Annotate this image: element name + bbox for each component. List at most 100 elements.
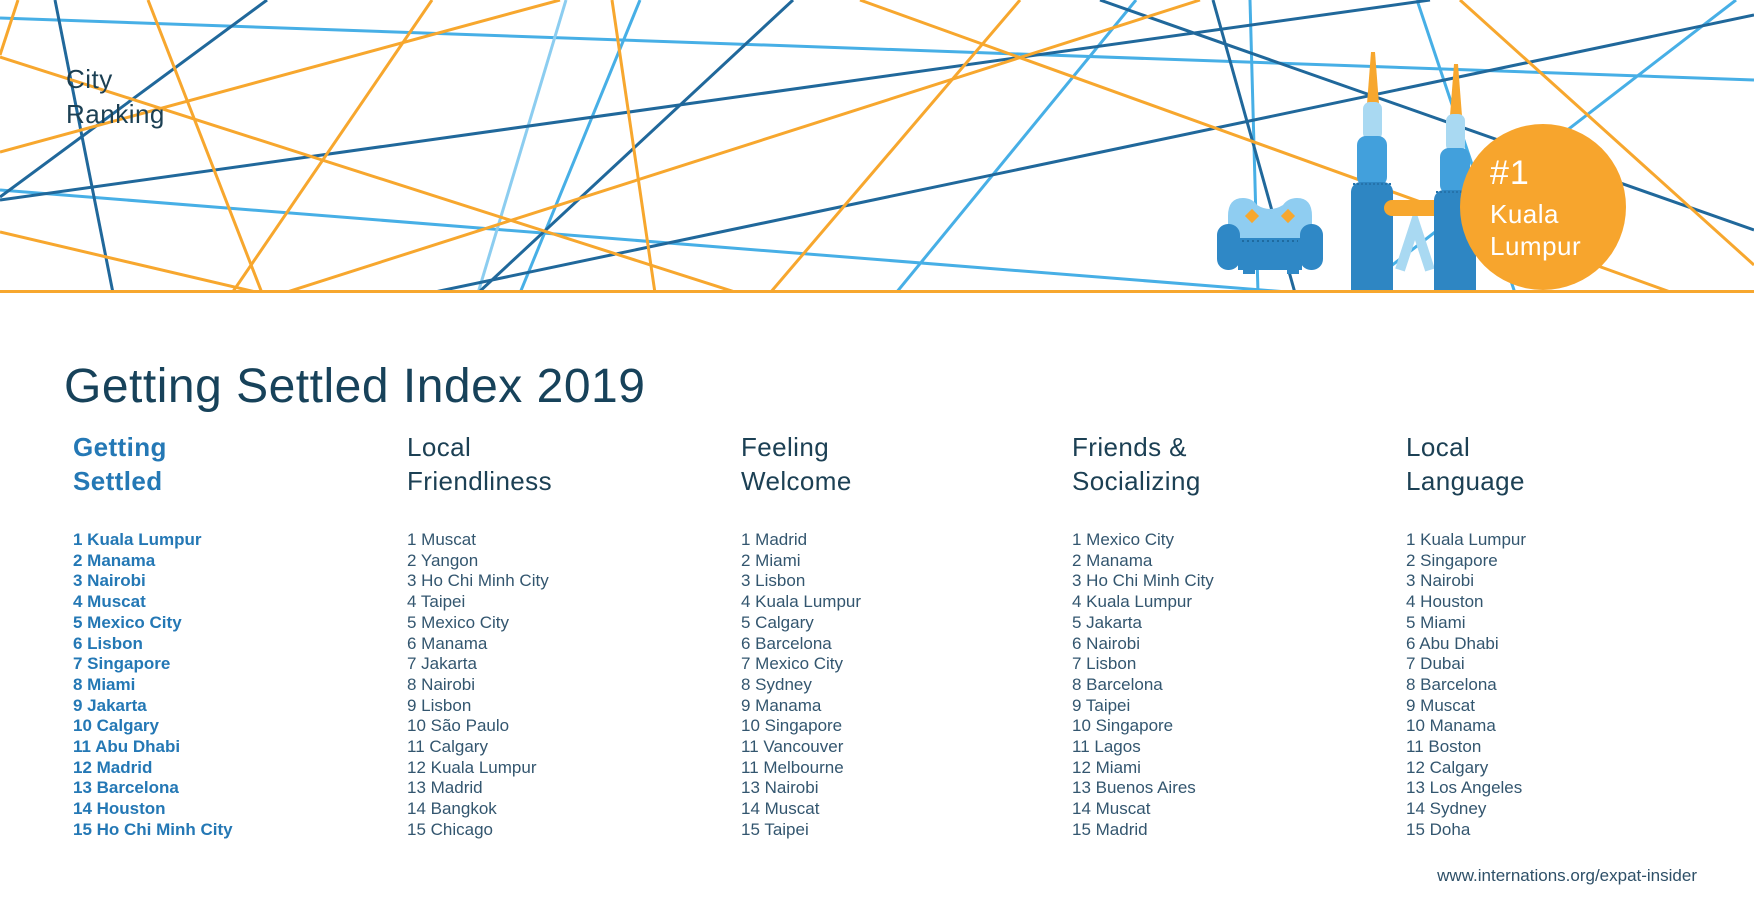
ranking-item: 12 Calgary <box>1406 757 1489 777</box>
ranking-item: 11 Melbourne <box>741 757 844 777</box>
ranking-item: 7 Jakarta <box>407 654 477 674</box>
ranking-item: 14 Muscat <box>741 799 820 819</box>
ranking-list: 1 Kuala Lumpur 2 Manama 3 Nairobi 4 Muscat 5… <box>73 530 233 841</box>
column-heading-line: Friendliness <box>407 466 552 496</box>
ranking-item: 6 Manama <box>407 633 488 653</box>
ranking-item: 4 Taipei <box>407 592 466 612</box>
ranking-column-2: Local Friendliness 1 Muscat 2 Yangon 3 Ho Ch… <box>407 430 552 841</box>
ranking-column-4: Friends & Socializing 1 Mexico City 2 Manam… <box>1072 430 1214 841</box>
ranking-item: 9 Manama <box>741 695 822 715</box>
ranking-item: 12 Miami <box>1072 757 1141 777</box>
ranking-item: 10 Calgary <box>73 716 159 736</box>
column-heading-line: Feeling <box>741 432 830 462</box>
column-heading-line: Getting <box>73 432 167 462</box>
ranking-item: 4 Muscat <box>73 592 146 612</box>
ranking-item: 14 Houston <box>73 799 166 819</box>
ranking-item: 13 Madrid <box>407 778 483 798</box>
ranking-item: 3 Lisbon <box>741 571 806 591</box>
column-heading-line: Settled <box>73 466 163 496</box>
ranking-item: 9 Lisbon <box>407 695 472 715</box>
ranking-item: 9 Jakarta <box>73 695 147 715</box>
brand-text: City Ranking <box>66 62 165 132</box>
ranking-item: 2 Miami <box>741 550 801 570</box>
ranking-item: 3 Nairobi <box>1406 571 1475 591</box>
petronas-towers-icon <box>1351 52 1476 290</box>
page-title: Getting Settled Index 2019 <box>64 360 646 414</box>
ranking-item: 9 Muscat <box>1406 695 1475 715</box>
ranking-item: 1 Kuala Lumpur <box>73 530 202 549</box>
ranking-item: 11 Lagos <box>1072 737 1141 757</box>
ranking-item: 8 Sydney <box>741 674 812 694</box>
ranking-item: 7 Singapore <box>73 654 171 674</box>
footer-url: www.internations.org/expat-insider <box>1437 866 1697 885</box>
ranking-item: 13 Los Angeles <box>1406 778 1523 798</box>
ranking-item: 11 Abu Dhabi <box>73 737 181 757</box>
ranking-list: 1 Muscat 2 Yangon 3 Ho Chi Minh City 4 Taip… <box>407 530 552 841</box>
ranking-item: 2 Yangon <box>407 550 479 570</box>
badge-city: Kuala Lumpur <box>1490 199 1582 261</box>
ranking-item: 8 Barcelona <box>1406 674 1497 694</box>
column-heading-line: Local <box>407 432 472 462</box>
ranking-list: 1 Kuala Lumpur 2 Singapore 3 Nairobi 4 Hous… <box>1406 530 1526 841</box>
ranking-item: 13 Buenos Aires <box>1072 778 1196 798</box>
ranking-item: 10 Singapore <box>1072 716 1174 736</box>
rank-1-badge: #1 Kuala Lumpur <box>1460 124 1626 290</box>
skybridge <box>1384 200 1444 216</box>
ranking-item: 15 Chicago <box>407 819 494 839</box>
ranking-item: 15 Madrid <box>1072 819 1148 839</box>
ranking-item: 6 Abu Dhabi <box>1406 633 1499 653</box>
crossing-lines-art <box>0 0 1754 290</box>
ranking-item: 5 Jakarta <box>1072 612 1142 632</box>
brand-line-2: Ranking <box>66 99 165 129</box>
decorative-lines <box>0 0 1754 290</box>
header-band: City Ranking #1 Kuala Lumpur <box>0 0 1754 293</box>
ranking-item: 6 Lisbon <box>73 633 143 653</box>
ranking-item: 1 Muscat <box>407 530 476 549</box>
ranking-item: 11 Boston <box>1406 737 1482 757</box>
ranking-item: 10 Singapore <box>741 716 843 736</box>
ranking-item: 5 Miami <box>1406 612 1466 632</box>
ranking-item: 15 Taipei <box>741 819 809 839</box>
ranking-item: 7 Mexico City <box>741 654 844 674</box>
column-heading-line: Welcome <box>741 466 852 496</box>
ranking-item: 1 Mexico City <box>1072 530 1175 549</box>
ranking-item: 10 São Paulo <box>407 716 510 736</box>
brand-line-1: City <box>66 64 113 94</box>
ranking-item: 12 Kuala Lumpur <box>407 757 537 777</box>
skybridge-legs <box>1395 207 1435 272</box>
ranking-item: 3 Ho Chi Minh City <box>1072 571 1214 591</box>
ranking-item: 7 Dubai <box>1406 654 1465 674</box>
ranking-item: 15 Ho Chi Minh City <box>73 819 233 839</box>
ranking-item: 1 Madrid <box>741 530 808 549</box>
ranking-item: 4 Kuala Lumpur <box>1072 592 1193 612</box>
ranking-item: 1 Kuala Lumpur <box>1406 530 1527 549</box>
ranking-list: 1 Madrid 2 Miami 3 Lisbon 4 Kuala Lumpur 5 C… <box>741 530 861 841</box>
ranking-item: 6 Nairobi <box>1072 633 1141 653</box>
ranking-item: 14 Sydney <box>1406 799 1487 819</box>
ranking-item: 2 Manama <box>1072 550 1153 570</box>
ranking-item: 15 Doha <box>1406 819 1471 839</box>
ranking-item: 3 Nairobi <box>73 571 146 591</box>
column-heading: Feeling Welcome <box>741 430 861 498</box>
ranking-item: 11 Calgary <box>407 737 488 757</box>
ranking-item: 12 Madrid <box>73 757 153 777</box>
ranking-column-1: Getting Settled 1 Kuala Lumpur 2 Manama 3 Na… <box>73 430 233 841</box>
armchair-icon <box>1217 198 1323 274</box>
ranking-item: 8 Nairobi <box>407 674 476 694</box>
ranking-item: 9 Taipei <box>1072 695 1131 715</box>
column-heading: Friends & Socializing <box>1072 430 1214 498</box>
ranking-item: 5 Calgary <box>741 612 814 632</box>
ranking-item: 5 Mexico City <box>407 612 510 632</box>
ranking-item: 14 Bangkok <box>407 799 497 819</box>
column-heading: Local Friendliness <box>407 430 552 498</box>
ranking-item: 8 Barcelona <box>1072 674 1163 694</box>
ranking-item: 10 Manama <box>1406 716 1496 736</box>
ranking-item: 14 Muscat <box>1072 799 1151 819</box>
ranking-item: 3 Ho Chi Minh City <box>407 571 549 591</box>
column-heading-line: Friends & <box>1072 432 1187 462</box>
ranking-item: 8 Miami <box>73 674 136 694</box>
ranking-list: 1 Mexico City 2 Manama 3 Ho Chi Minh City 4… <box>1072 530 1214 841</box>
column-heading-line: Socializing <box>1072 466 1201 496</box>
